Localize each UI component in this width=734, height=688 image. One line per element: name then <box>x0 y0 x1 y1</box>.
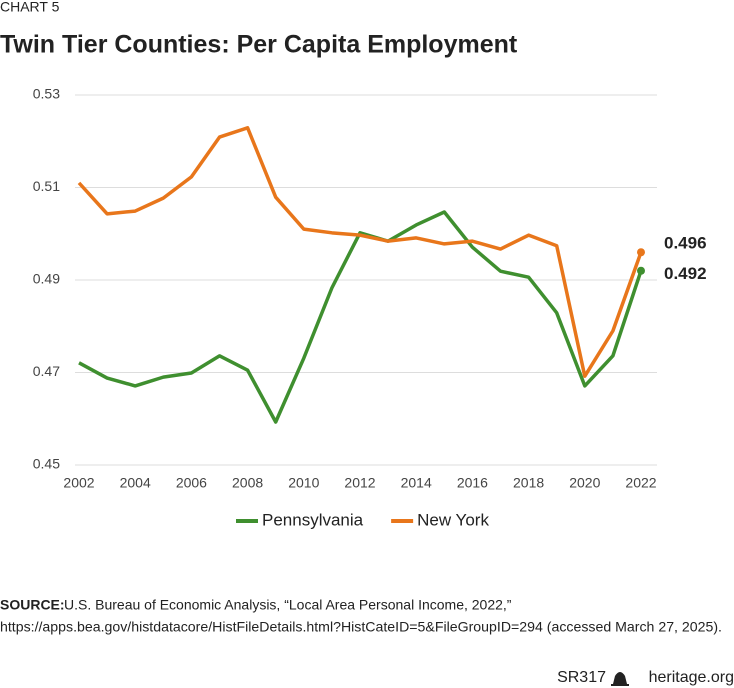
source-text: U.S. Bureau of Economic Analysis, “Local… <box>64 597 512 613</box>
end-label: 0.492 <box>664 264 707 283</box>
x-tick-label: 2002 <box>63 475 94 491</box>
chart-title: Twin Tier Counties: Per Capita Employmen… <box>0 31 518 59</box>
legend-label: Pennsylvania <box>262 510 364 529</box>
y-tick-label: 0.45 <box>33 456 60 472</box>
x-tick-label: 2006 <box>176 475 207 491</box>
x-tick-label: 2004 <box>120 475 151 491</box>
end-point <box>637 248 645 257</box>
y-tick-label: 0.47 <box>33 363 60 379</box>
series-line <box>78 210 643 424</box>
x-tick-label: 2016 <box>457 475 488 491</box>
x-tick-label: 2010 <box>288 475 319 491</box>
end-point <box>637 266 645 275</box>
bell-icon <box>611 672 629 686</box>
end-label: 0.496 <box>664 234 707 253</box>
source-text: https://apps.bea.gov/histdatacore/HistFi… <box>0 619 722 635</box>
x-tick-label: 2012 <box>344 475 375 491</box>
source-label: SOURCE: <box>0 597 65 613</box>
site: heritage.org <box>649 669 734 686</box>
report-id: SR317 <box>557 669 606 686</box>
x-tick-label: 2018 <box>513 475 544 491</box>
x-tick-label: 2020 <box>569 475 600 491</box>
y-tick-label: 0.49 <box>33 271 60 287</box>
legend-label: New York <box>417 510 489 529</box>
x-tick-label: 2022 <box>625 475 656 491</box>
kicker: CHART 5 <box>0 0 60 15</box>
y-tick-label: 0.53 <box>33 86 60 102</box>
x-tick-label: 2008 <box>232 475 263 491</box>
y-tick-label: 0.51 <box>33 178 60 194</box>
series-line <box>77 126 643 378</box>
x-tick-label: 2014 <box>401 475 432 491</box>
